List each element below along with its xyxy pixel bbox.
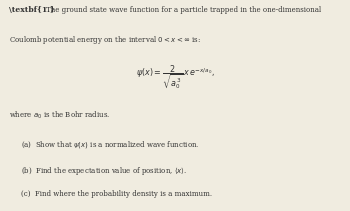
Text: (a)  Show that $\psi(x)$ is a normalized wave function.: (a) Show that $\psi(x)$ is a normalized …: [21, 139, 200, 150]
Text: Coulomb potential energy on the interval $0 < x < \infty$ is:: Coulomb potential energy on the interval…: [9, 34, 201, 46]
Text: (c)  Find where the probability density is a maximum.: (c) Find where the probability density i…: [21, 190, 212, 198]
Text: \textbf{1.}: \textbf{1.}: [9, 6, 55, 14]
Text: The ground state wave function for a particle trapped in the one-dimensional: The ground state wave function for a par…: [46, 6, 321, 14]
Text: (b)  Find the expectation value of position, $\langle x \rangle$.: (b) Find the expectation value of positi…: [21, 165, 187, 177]
Text: where $a_0$ is the Bohr radius.: where $a_0$ is the Bohr radius.: [9, 110, 110, 121]
Text: $\psi(x) = \dfrac{2}{\sqrt{a_0^{\,3}}}\, x\, e^{-x/a_0},$: $\psi(x) = \dfrac{2}{\sqrt{a_0^{\,3}}}\,…: [135, 63, 215, 91]
